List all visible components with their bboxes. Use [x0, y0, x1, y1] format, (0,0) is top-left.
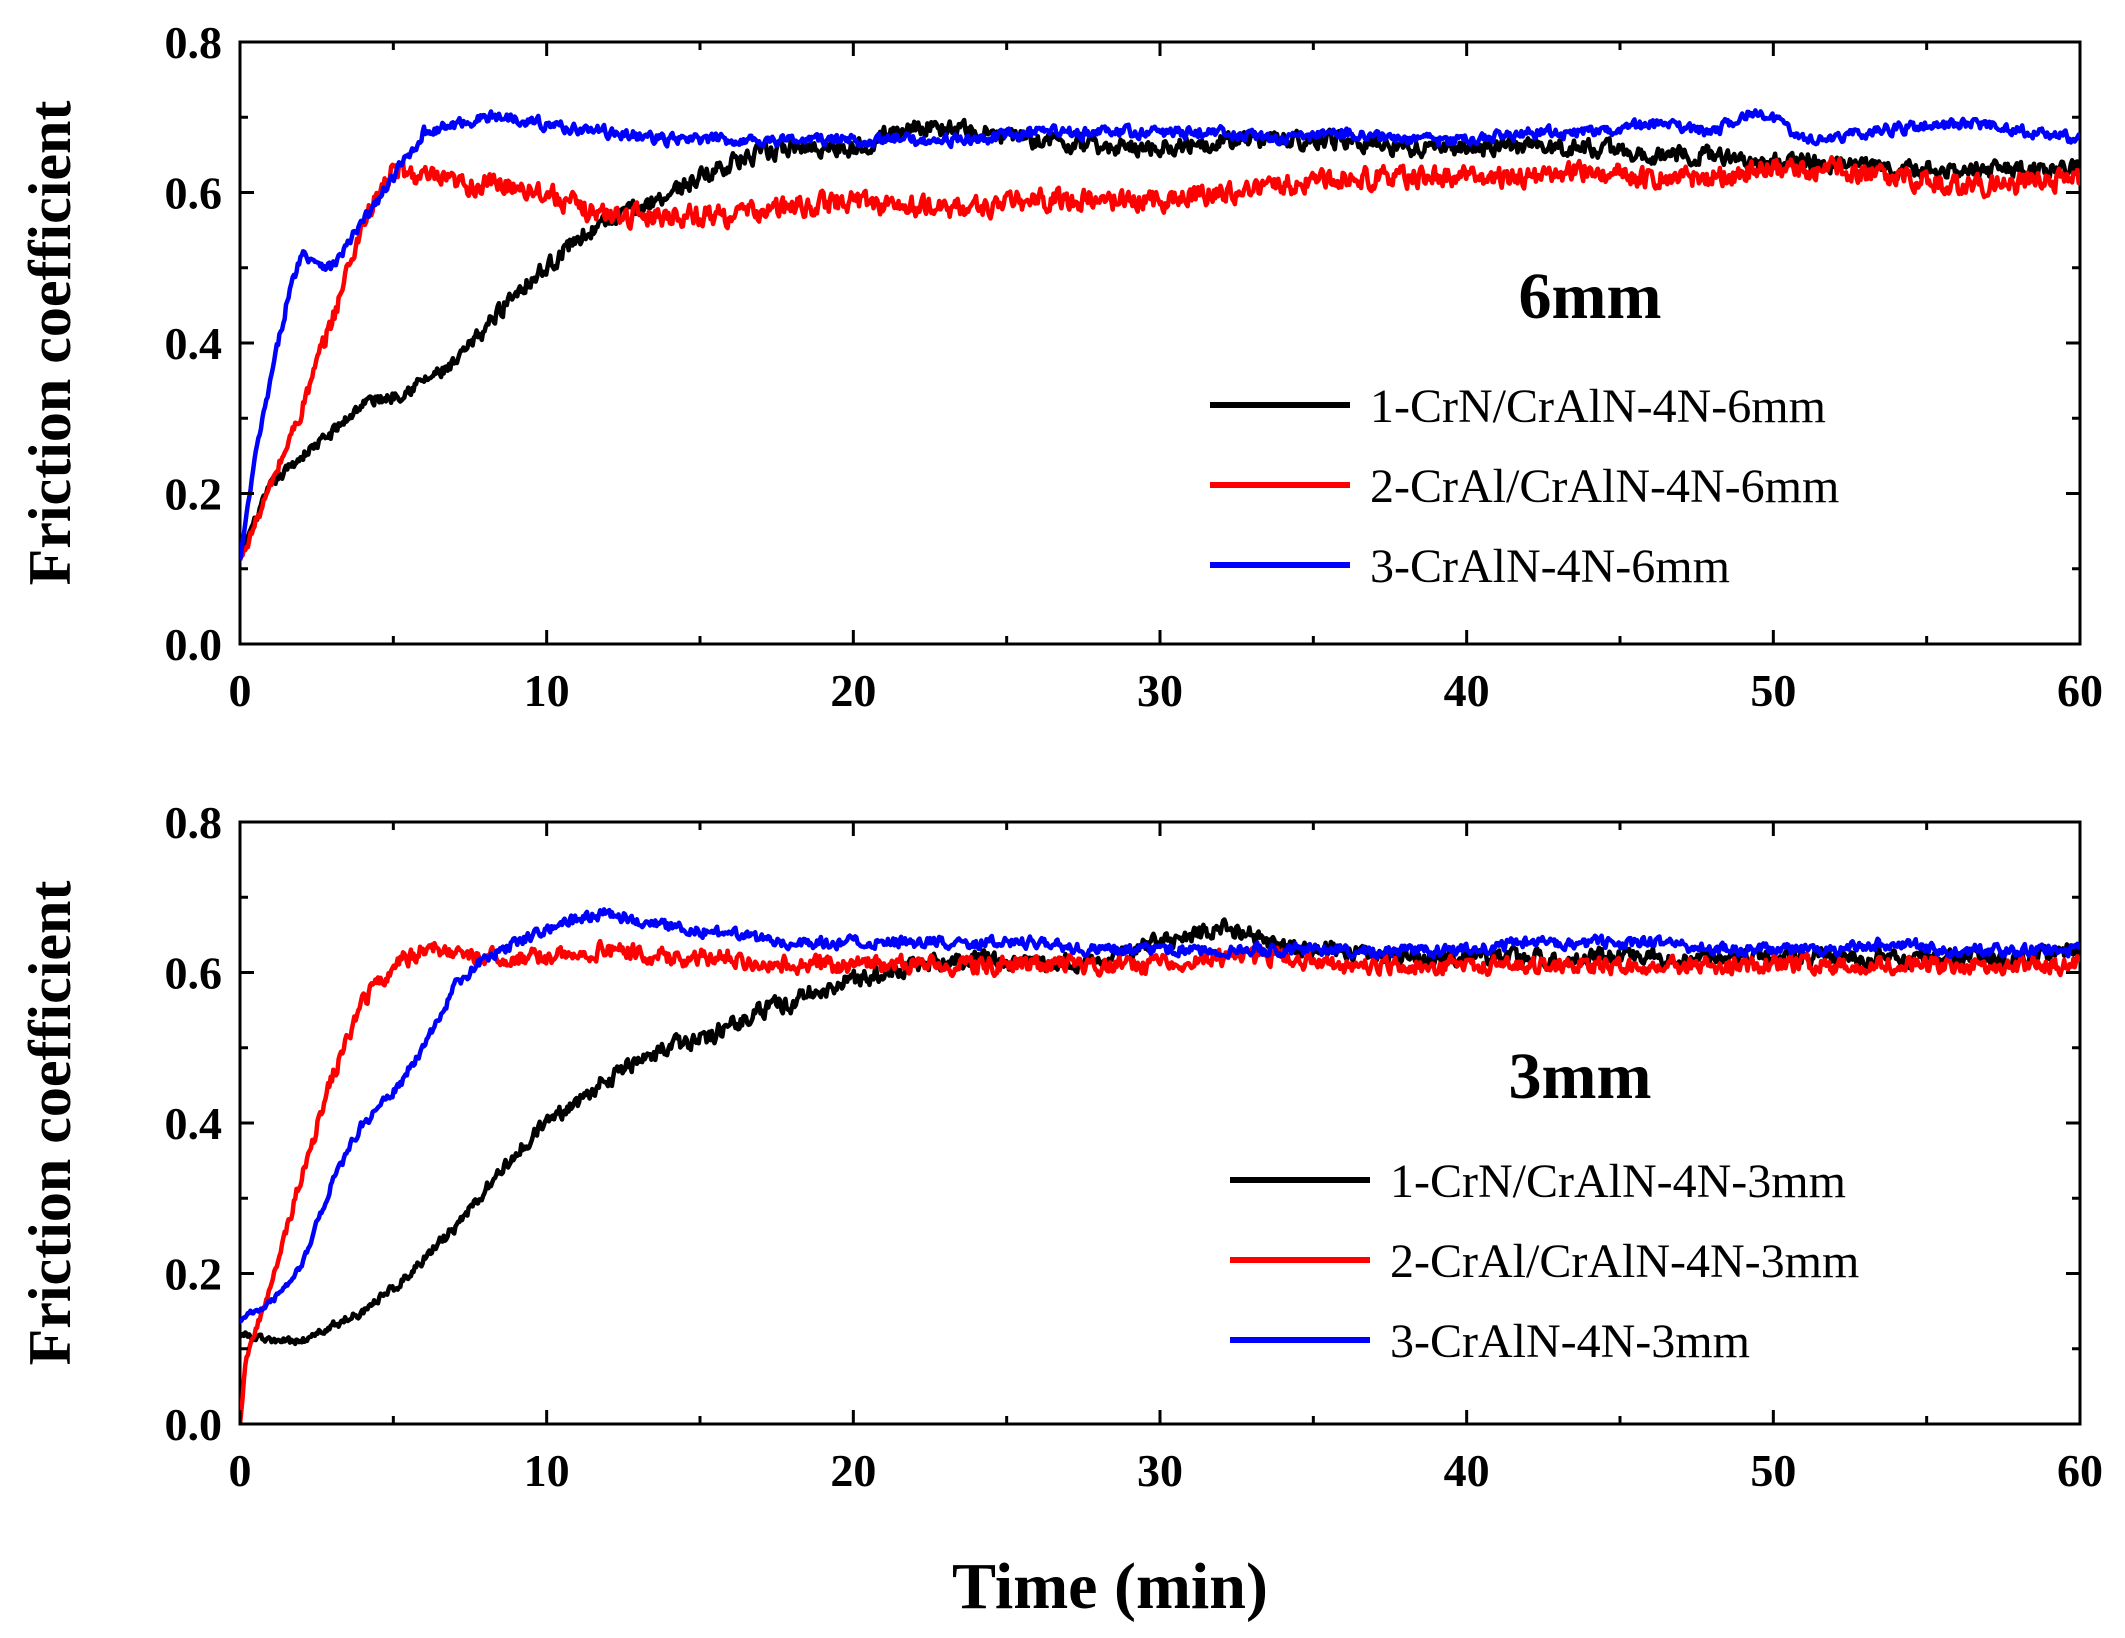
y-tick-label: 0.8: [165, 797, 223, 848]
legend-label-3: 3-CrAlN-4N-6mm: [1370, 540, 1730, 593]
y-axis-label: Friction coefficient: [17, 101, 83, 586]
y-tick-label: 0.6: [165, 168, 223, 219]
x-tick-label: 60: [2057, 1445, 2103, 1496]
y-axis-label: Friction coefficient: [17, 881, 83, 1366]
y-tick-label: 0.4: [165, 318, 223, 369]
chart-panel-6mm: 0 10 20 30 40 50 60 0.0 0.2 0.4 0.6 0.8 Friction coe…: [17, 17, 2103, 716]
x-tick-label: 50: [1750, 1445, 1796, 1496]
y-tick-label: 0.2: [165, 1249, 223, 1300]
y-tick-label: 0.4: [165, 1098, 223, 1149]
chart-panel-3mm: 0 10 20 30 40 50 60 0.0 0.2 0.4 0.6 0.8 Friction coe…: [17, 797, 2103, 1496]
series-line-3: [240, 108, 2080, 561]
x-tick-label: 50: [1750, 665, 1796, 716]
x-tick-label: 0: [229, 665, 252, 716]
y-tick-label: 0.0: [165, 619, 223, 670]
x-tick-label: 10: [524, 665, 570, 716]
y-tick-label: 0.0: [165, 1399, 223, 1450]
x-tick-label: 30: [1137, 665, 1183, 716]
panel-label: 6mm: [1519, 260, 1662, 333]
x-tick-label: 40: [1444, 665, 1490, 716]
legend-label-2: 2-CrAl/CrAlN-4N-6mm: [1370, 460, 1839, 513]
x-tick-label: 10: [524, 1445, 570, 1496]
plot-frame: [238, 820, 2082, 1426]
series-line-2: [240, 938, 2080, 1424]
series-line-3: [240, 907, 2080, 1324]
y-tick-label: 0.8: [165, 17, 223, 68]
series-group: [240, 907, 2080, 1424]
panel-label: 3mm: [1509, 1040, 1652, 1113]
x-tick-label: 20: [830, 665, 876, 716]
x-axis-label: Time (min): [952, 1550, 1268, 1623]
x-tick-label: 20: [830, 1445, 876, 1496]
y-tick-label: 0.2: [165, 469, 223, 520]
x-tick-label: 60: [2057, 665, 2103, 716]
x-tick-label: 30: [1137, 1445, 1183, 1496]
series-line-2: [240, 155, 2080, 561]
series-group: [240, 108, 2080, 561]
x-tick-label: 40: [1444, 1445, 1490, 1496]
legend-label-1: 1-CrN/CrAlN-4N-3mm: [1390, 1155, 1846, 1208]
legend-label-1: 1-CrN/CrAlN-4N-6mm: [1370, 380, 1826, 433]
legend: 1-CrN/CrAlN-4N-6mm 2-CrAl/CrAlN-4N-6mm 3-C…: [1210, 380, 1839, 593]
y-tick-label: 0.6: [165, 948, 223, 999]
legend-label-3: 3-CrAlN-4N-3mm: [1390, 1315, 1750, 1368]
legend: 1-CrN/CrAlN-4N-3mm 2-CrAl/CrAlN-4N-3mm 3-C…: [1230, 1155, 1859, 1368]
legend-label-2: 2-CrAl/CrAlN-4N-3mm: [1390, 1235, 1859, 1288]
x-tick-label: 0: [229, 1445, 252, 1496]
